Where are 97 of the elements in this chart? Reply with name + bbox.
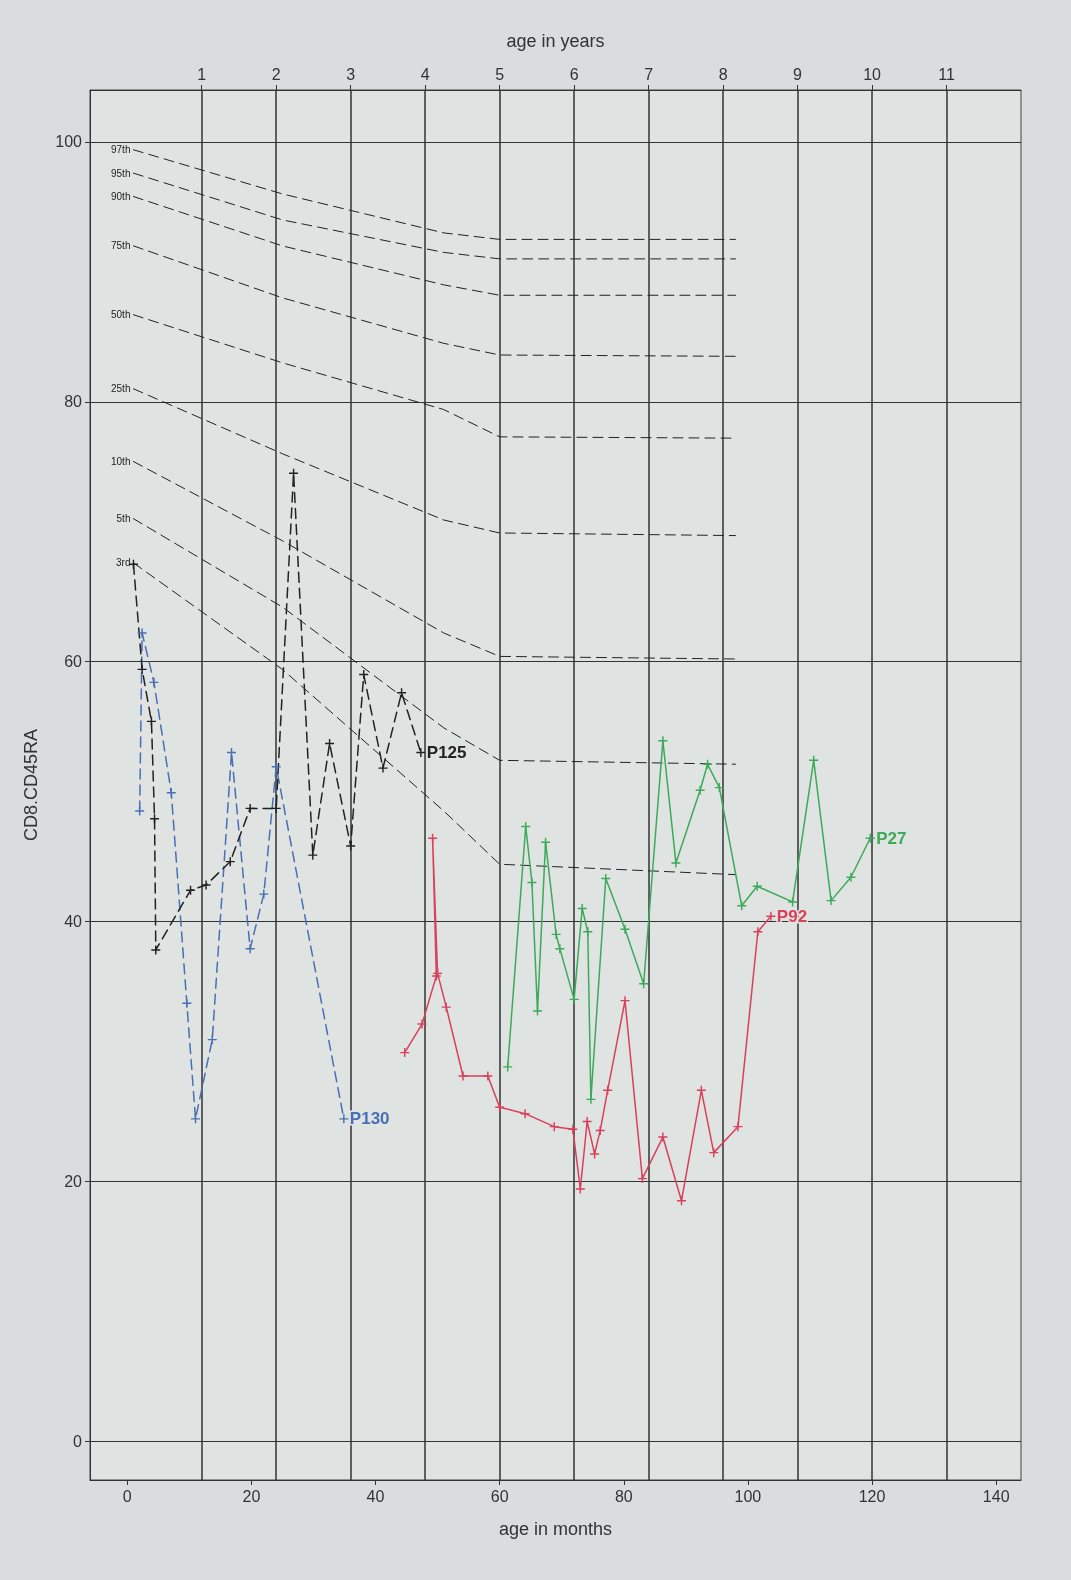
x2-tick-label: 3 (346, 65, 356, 83)
point (441, 1002, 451, 1012)
point (551, 929, 561, 939)
x2-tick-label: 4 (420, 65, 430, 83)
series-label: 90th (110, 191, 131, 203)
point (166, 788, 176, 798)
x2-tick-label: 10 (863, 65, 882, 83)
x-tick-label: 140 (982, 1487, 1010, 1505)
point (137, 664, 147, 674)
point (527, 877, 537, 887)
x2-tick-label: 9 (793, 65, 803, 83)
x-tick-label: 120 (858, 1487, 886, 1505)
series-label: P27 (876, 828, 907, 848)
line-series (132, 172, 736, 260)
point (151, 945, 161, 955)
x-tick-label: 20 (242, 1487, 261, 1505)
line-series (132, 388, 736, 537)
point (595, 1126, 605, 1136)
point (846, 872, 856, 882)
point (271, 803, 281, 813)
x2-tick-label: 2 (271, 65, 281, 83)
point (658, 1132, 668, 1142)
point (191, 1114, 201, 1124)
point (541, 837, 551, 847)
series-label: 50th (110, 309, 131, 321)
point (520, 1109, 530, 1119)
line-series (132, 245, 736, 357)
point (590, 1149, 600, 1159)
y-tick-label: 80 (64, 393, 83, 411)
y-tick-label: 20 (64, 1172, 83, 1190)
x2-tick-label: 5 (495, 65, 505, 83)
point (149, 677, 159, 687)
point (788, 897, 798, 907)
point (346, 841, 356, 851)
point (586, 1094, 596, 1104)
point (533, 1006, 542, 1016)
point (865, 833, 875, 843)
point (245, 803, 255, 813)
point (703, 759, 713, 769)
point (135, 806, 145, 816)
point (583, 927, 593, 937)
x2-tick-label: 11 (938, 65, 955, 83)
point (733, 1122, 743, 1132)
point (695, 785, 705, 795)
point (182, 998, 192, 1008)
x-tick-label: 40 (366, 1487, 385, 1505)
point (483, 1071, 493, 1081)
x2-tick-label: 8 (718, 65, 728, 83)
x-tick-label: 0 (122, 1487, 132, 1505)
y-axis-title: CD8.CD45RA (21, 728, 41, 842)
point (245, 944, 255, 954)
series-label: 10th (110, 456, 131, 468)
series-label: 75th (110, 240, 131, 252)
y-tick-label: 0 (73, 1432, 83, 1450)
point (752, 881, 762, 891)
x-tick-label: 100 (734, 1487, 762, 1505)
x-tick-label: 60 (490, 1487, 509, 1505)
point (582, 1116, 592, 1126)
line-series (132, 196, 736, 296)
series-label: 95th (110, 167, 131, 179)
point (417, 1019, 427, 1029)
point (555, 944, 565, 954)
point (137, 628, 147, 638)
point (378, 763, 388, 773)
point (416, 748, 426, 758)
y-tick-label: 100 (55, 133, 83, 151)
point (766, 911, 776, 921)
line-series (132, 149, 736, 240)
series-label: 25th (110, 383, 131, 395)
point (620, 924, 630, 934)
point (671, 858, 681, 868)
x2-axis-title: age in years (506, 31, 605, 51)
point (753, 927, 763, 937)
point (503, 1062, 513, 1072)
x2-tick-label: 1 (197, 65, 207, 83)
point (271, 762, 281, 772)
y-tick-label: 40 (64, 912, 83, 930)
series-label: P125 (426, 743, 467, 763)
x-tick-label: 80 (614, 1487, 633, 1505)
point (339, 1114, 349, 1124)
point (458, 1071, 468, 1081)
point (577, 903, 587, 913)
series-label: 3rd (115, 557, 131, 569)
point (568, 1124, 578, 1134)
series-label: 5th (116, 513, 131, 525)
y-tick-label: 60 (64, 653, 83, 671)
point (737, 901, 747, 911)
point (575, 1184, 585, 1194)
point (201, 880, 211, 890)
x-axis-title: age in months (498, 1519, 613, 1539)
point (826, 896, 836, 906)
point (495, 1102, 505, 1112)
point (259, 889, 269, 899)
point (308, 850, 318, 860)
series-label: 97th (110, 144, 131, 156)
x2-tick-label: 6 (569, 65, 579, 83)
x2-tick-label: 7 (644, 65, 654, 83)
